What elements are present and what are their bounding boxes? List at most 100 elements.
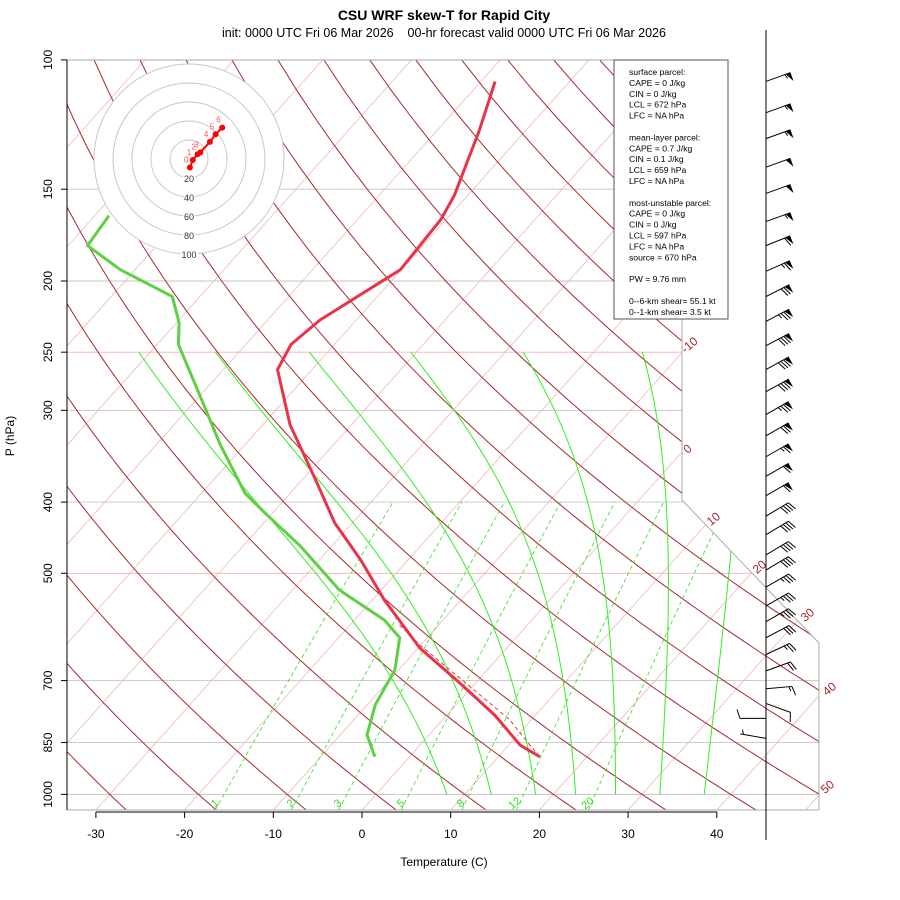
info-box-line: 0--6-km shear= 55.1 kt <box>629 296 716 306</box>
wind-barb-shaft <box>765 260 790 272</box>
wind-barb-flag <box>785 557 794 565</box>
wind-barb-pennant <box>784 443 794 452</box>
mixing-ratio-line <box>338 501 505 810</box>
y-tick-label: 400 <box>41 492 55 512</box>
dry-adiabat-line <box>231 60 819 810</box>
temperature-trace <box>276 81 541 759</box>
wind-barb-shaft <box>765 556 789 571</box>
dry-adiabat-line <box>67 60 127 810</box>
wind-barb-flag <box>782 611 791 619</box>
chart-title: CSU WRF skew-T for Rapid City <box>338 7 551 23</box>
wind-barb-flag <box>782 425 791 433</box>
hodograph-point <box>186 164 193 171</box>
x-tick-label: -10 <box>265 827 283 841</box>
hodograph-point <box>219 124 226 131</box>
wind-barb-pennant <box>785 184 794 194</box>
mixing-ratio-line <box>588 501 729 810</box>
wind-barb-flag <box>782 465 791 474</box>
info-box-line: LFC = NA hPa <box>629 176 684 186</box>
info-box-line: surface parcel: <box>629 67 685 77</box>
wind-barb-shaft <box>765 702 791 713</box>
wind-barb-half-flag <box>778 314 783 319</box>
wind-barb-flag <box>783 627 791 636</box>
wind-barb-pennant <box>785 129 794 139</box>
parcel-trace <box>399 624 541 758</box>
wind-barb <box>765 608 796 623</box>
isotherm-line <box>67 60 590 810</box>
wind-barb-half-flag <box>784 131 789 136</box>
wind-barb <box>765 260 794 272</box>
wind-barb <box>765 541 796 556</box>
x-axis-label: Temperature (C) <box>400 855 487 869</box>
wind-barb <box>765 643 797 655</box>
wind-barb-flag <box>782 595 791 603</box>
wind-barb <box>765 356 794 370</box>
wind-barb-shaft <box>765 573 789 588</box>
hodograph-ring <box>112 82 266 236</box>
wind-barb-pennant <box>784 284 794 293</box>
dry-adiabat-line <box>67 60 217 810</box>
wind-barbs <box>736 30 797 840</box>
wind-barb <box>765 520 796 536</box>
x-tick-label: 10 <box>444 827 458 841</box>
isotherm-line <box>805 60 819 810</box>
info-box-line: LCL = 672 hPa <box>629 100 686 110</box>
hodograph-point-label: 0 <box>184 156 189 165</box>
wind-barb <box>765 212 794 223</box>
mixing-ratio-label: 8 <box>455 797 467 810</box>
wind-barb-pennant <box>784 309 794 318</box>
dry-adiabat-line <box>67 60 487 810</box>
hodograph-ring-label: 20 <box>184 174 194 184</box>
wind-barb-flag <box>785 522 794 530</box>
wind-barb-flag <box>788 608 796 616</box>
wind-barb-flag <box>782 404 791 412</box>
hodograph-background <box>94 64 284 254</box>
wind-barb-half-flag <box>780 578 785 583</box>
mixing-ratio-line <box>400 501 561 810</box>
wind-barb <box>765 482 794 497</box>
dry-adiabat-line <box>67 60 757 810</box>
wind-barb-flag <box>783 335 791 344</box>
dry-adiabat-line <box>93 60 819 810</box>
wind-barb <box>765 184 794 194</box>
info-box-line: CIN = 0.1 J/kg <box>629 154 684 164</box>
hodograph-point-label: 5 <box>210 122 215 131</box>
wind-barb-half-flag <box>780 597 785 602</box>
wind-barb <box>765 378 794 393</box>
wind-barb-shaft <box>765 661 791 672</box>
dry-adiabat-line <box>829 60 900 810</box>
wind-barb-shaft <box>765 608 789 623</box>
wind-barb-half-flag <box>788 686 792 692</box>
wind-barb-half-flag <box>781 264 786 269</box>
hodograph-ring-label: 80 <box>184 231 194 241</box>
x-tick-label: 30 <box>621 827 635 841</box>
mixing-ratio-line <box>516 501 665 810</box>
y-tick-label: 700 <box>41 670 55 690</box>
isotherm-line <box>716 60 819 810</box>
wind-barb-pennant <box>785 235 794 245</box>
chart-subtitle: init: 0000 UTC Fri 06 Mar 2026 00-hr for… <box>222 26 666 40</box>
wind-barb <box>765 592 796 607</box>
wind-barb-flag <box>789 643 797 651</box>
x-tick-label: 20 <box>533 827 547 841</box>
wind-barb <box>765 443 794 458</box>
hodograph-point-label: 1 <box>187 148 192 157</box>
x-tick-label: -30 <box>87 827 105 841</box>
y-tick-label: 200 <box>41 271 55 291</box>
wind-barb <box>740 729 767 739</box>
y-axis-label: P (hPa) <box>3 416 17 456</box>
wind-barb-half-flag <box>742 729 744 735</box>
wind-barb-pennant <box>784 379 794 387</box>
moist-adiabat-line <box>410 351 577 795</box>
wind-barb-flag <box>791 686 797 696</box>
isotherm-label: 40 <box>820 679 839 699</box>
wind-barb-flag <box>783 262 792 271</box>
wind-barb-shaft <box>765 541 789 556</box>
wind-barb-half-flag <box>777 407 783 412</box>
sounding-traces <box>86 81 541 759</box>
wind-barb-shaft <box>765 520 789 536</box>
wind-barb-shaft <box>765 235 791 247</box>
wind-barb-flag <box>780 405 789 413</box>
wind-barb-flag <box>777 362 786 370</box>
wind-barb-half-flag <box>780 447 785 452</box>
